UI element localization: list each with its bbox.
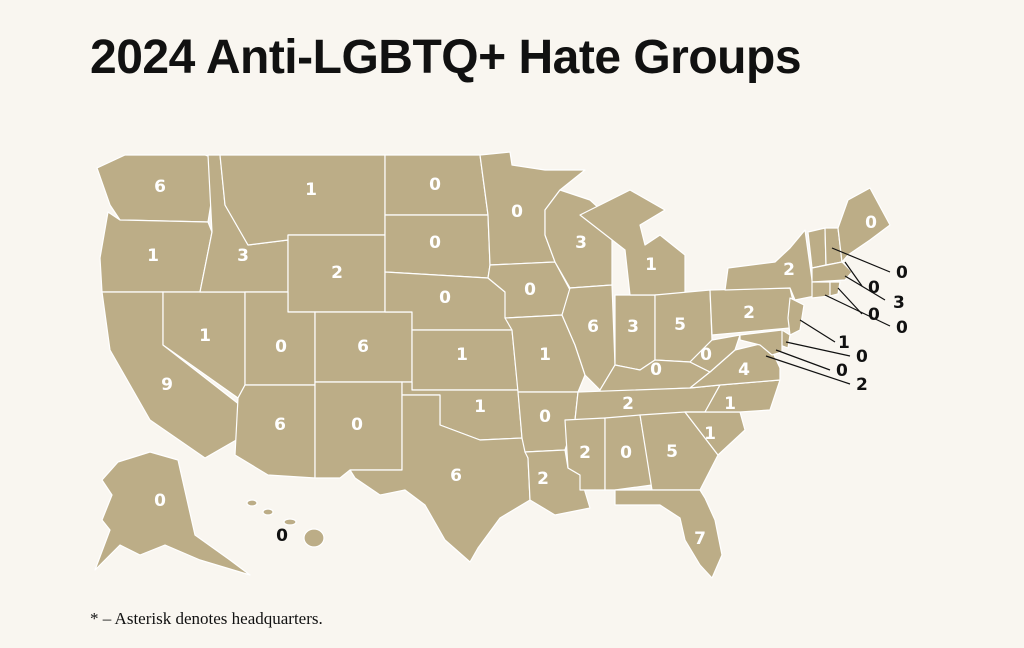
- leader-dc: [765, 355, 851, 385]
- label-ne: 0: [439, 288, 451, 308]
- label-fl: 7: [694, 529, 706, 549]
- label-mi: 1: [645, 255, 657, 275]
- state-mt[interactable]: [219, 154, 386, 246]
- label-ny: 2: [783, 260, 795, 280]
- label-wv: 0: [700, 345, 712, 365]
- state-hi-2[interactable]: [262, 508, 274, 516]
- label-ma: 3: [893, 293, 905, 313]
- leader-ma: [844, 275, 886, 301]
- state-la[interactable]: [524, 449, 591, 516]
- leader-md: [775, 349, 831, 371]
- label-tx: 6: [450, 466, 462, 486]
- leader-nj: [799, 319, 836, 343]
- label-wa: 6: [154, 177, 166, 197]
- label-az: 6: [274, 415, 286, 435]
- label-va: 4: [738, 360, 750, 380]
- leader-ct: [824, 294, 891, 327]
- footnote: * – Asterisk denotes headquarters.: [90, 609, 323, 628]
- label-ia: 0: [524, 280, 536, 300]
- state-al[interactable]: [604, 414, 653, 491]
- label-mt: 1: [305, 180, 317, 200]
- label-nc: 1: [724, 394, 736, 414]
- label-mn: 0: [511, 202, 523, 222]
- state-wv[interactable]: [689, 334, 741, 373]
- state-ga[interactable]: [639, 411, 719, 491]
- state-hi-4[interactable]: [303, 528, 325, 548]
- label-ca: 9: [161, 375, 173, 395]
- state-md[interactable]: [739, 329, 783, 356]
- label-ri: 0: [868, 305, 880, 325]
- label-nd: 0: [429, 175, 441, 195]
- leader-nh: [844, 261, 863, 287]
- label-ok: 1: [474, 397, 486, 417]
- label-nm: 0: [351, 415, 363, 435]
- label-vt: 0: [896, 263, 908, 283]
- label-ct: 0: [896, 318, 908, 338]
- state-tx[interactable]: [349, 394, 531, 563]
- state-ma[interactable]: [811, 261, 853, 283]
- label-la: 2: [537, 469, 549, 489]
- label-mo: 1: [539, 345, 551, 365]
- label-dc: 2: [856, 375, 868, 395]
- label-pa: 2: [743, 303, 755, 323]
- label-or: 1: [147, 246, 159, 266]
- label-nv: 1: [199, 326, 211, 346]
- state-hi-3[interactable]: [283, 518, 297, 526]
- label-tn: 2: [622, 394, 634, 414]
- leader-de: [785, 341, 851, 357]
- label-wi: 3: [575, 233, 587, 253]
- map-title: 2024 Anti-LGBTQ+ Hate Groups: [90, 31, 802, 84]
- label-wy: 2: [331, 263, 343, 283]
- label-ms: 2: [579, 443, 591, 463]
- label-ga: 5: [666, 442, 678, 462]
- leader-ri: [837, 287, 863, 315]
- label-il: 6: [587, 317, 599, 337]
- state-vt[interactable]: [807, 227, 827, 269]
- label-ak: 0: [154, 491, 166, 511]
- label-co: 6: [357, 337, 369, 357]
- label-sd: 0: [429, 233, 441, 253]
- state-mi[interactable]: [579, 189, 686, 296]
- state-hi-1[interactable]: [246, 499, 258, 507]
- label-oh: 5: [674, 315, 686, 335]
- state-ri[interactable]: [829, 281, 841, 297]
- state-nj[interactable]: [787, 297, 805, 336]
- label-md: 0: [836, 361, 848, 381]
- label-nj: 1: [838, 333, 850, 353]
- state-me[interactable]: [837, 187, 891, 263]
- state-fl[interactable]: [614, 489, 723, 579]
- label-nh: 0: [868, 278, 880, 298]
- label-ky: 0: [650, 360, 662, 380]
- label-hi: 0: [276, 526, 288, 546]
- label-in: 3: [627, 317, 639, 337]
- label-ut: 0: [275, 337, 287, 357]
- label-ar: 0: [539, 407, 551, 427]
- label-de: 0: [856, 347, 868, 367]
- state-ak[interactable]: [94, 451, 251, 576]
- state-il[interactable]: [561, 284, 616, 391]
- label-al: 0: [620, 443, 632, 463]
- leader-vt: [831, 247, 891, 273]
- label-me: 0: [865, 213, 877, 233]
- label-id: 3: [237, 246, 249, 266]
- label-ks: 1: [456, 345, 468, 365]
- label-sc: 1: [704, 424, 716, 444]
